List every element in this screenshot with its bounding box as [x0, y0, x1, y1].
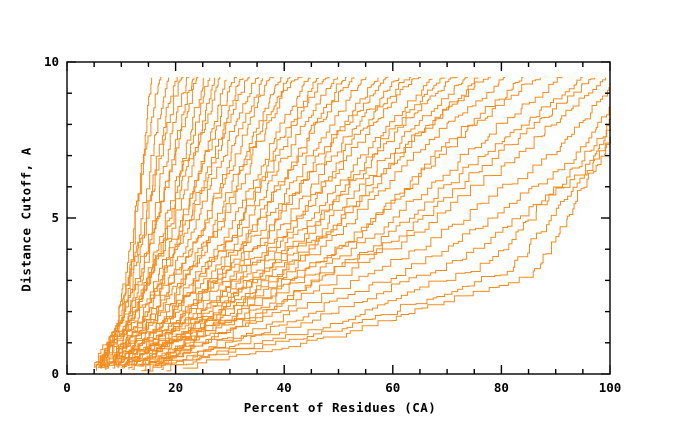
series-line: [116, 77, 338, 367]
series-line: [153, 77, 606, 368]
x-tick-label: 80: [493, 380, 509, 395]
y-tick-label: 5: [51, 210, 59, 225]
x-tick-label: 60: [385, 380, 401, 395]
series-line: [161, 105, 611, 370]
series-line: [124, 77, 412, 366]
series-line: [117, 77, 311, 368]
series-line: [113, 77, 330, 366]
series-line: [127, 77, 400, 364]
series-line: [100, 77, 162, 366]
x-tick-label: 20: [168, 380, 184, 395]
series-line: [104, 77, 274, 366]
series-line: [131, 77, 458, 370]
series-line: [166, 128, 611, 372]
x-tick-label: 0: [63, 380, 71, 395]
series-line: [139, 77, 491, 367]
series-layer: [94, 77, 613, 372]
series-line: [116, 78, 319, 363]
series-line: [121, 77, 367, 369]
series-line: [120, 77, 347, 367]
series-line: [133, 78, 433, 367]
series-line: [98, 77, 237, 367]
series-line: [108, 77, 303, 366]
series-line: [146, 77, 563, 365]
x-tick-label: 100: [598, 380, 622, 395]
series-line: [130, 77, 445, 365]
series-line: [165, 118, 612, 364]
series-line: [94, 77, 184, 369]
series-line: [141, 77, 505, 372]
axis-ticks: [66, 61, 611, 375]
series-line: [94, 77, 199, 368]
series-line: [182, 136, 611, 369]
series-line: [112, 78, 264, 369]
series-line: [157, 82, 613, 364]
series-line: [104, 77, 244, 369]
series-line: [155, 77, 596, 366]
x-axis-label: Percent of Residues (CA): [243, 400, 437, 415]
series-line: [105, 77, 259, 368]
series-line: [96, 77, 169, 371]
series-line: [106, 79, 227, 367]
series-line: [144, 77, 541, 371]
series-line: [148, 77, 583, 372]
series-line: [110, 77, 283, 363]
series-line: [100, 77, 221, 369]
series-line: [140, 77, 479, 366]
series-line: [175, 136, 612, 366]
series-line: [128, 77, 421, 367]
y-tick-label: 0: [51, 366, 59, 381]
y-tick-label: 10: [43, 54, 59, 69]
series-line: [105, 77, 250, 368]
x-tick-label: 40: [276, 380, 292, 395]
series-line: [97, 77, 153, 368]
